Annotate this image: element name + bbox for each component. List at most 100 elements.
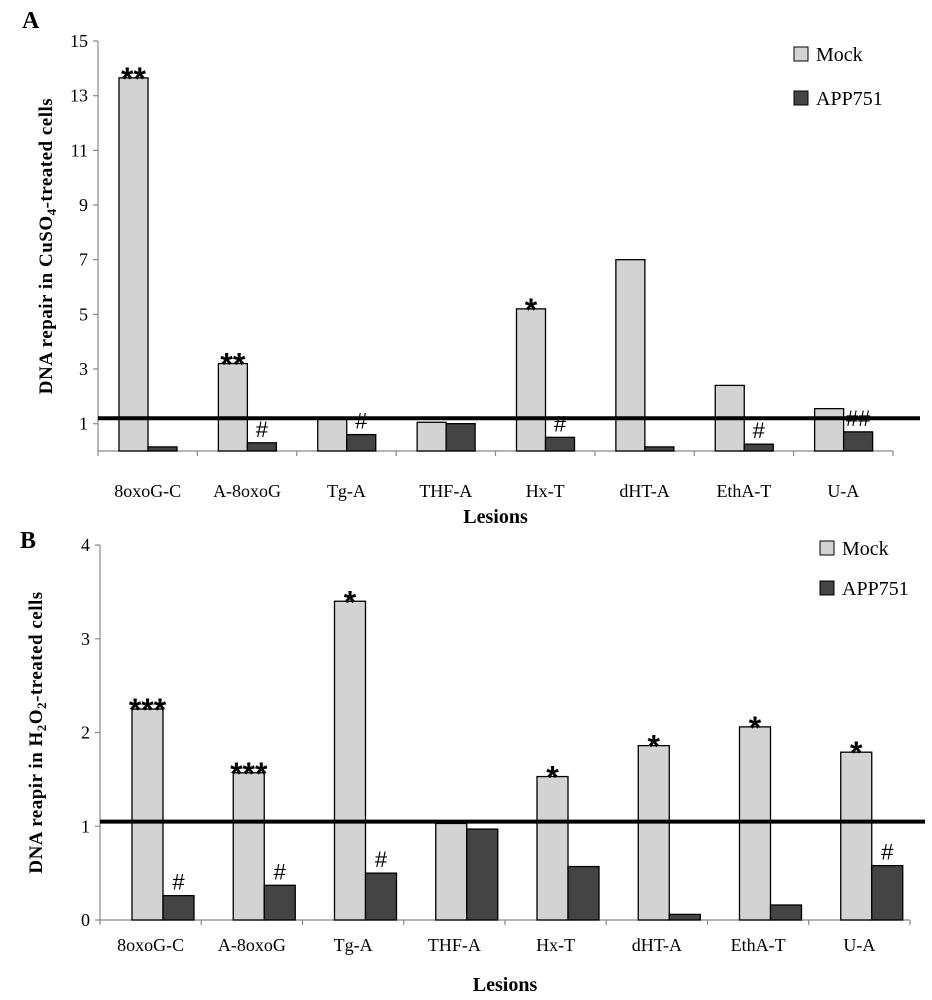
significance-label: ** xyxy=(220,347,245,383)
significance-label: * xyxy=(648,729,661,765)
y-tick-label: 7 xyxy=(79,250,88,270)
y-tick-label: 11 xyxy=(71,140,88,160)
significance-label: # xyxy=(172,870,185,895)
panel-label: A xyxy=(22,8,40,34)
significance-label: # xyxy=(256,417,269,442)
y-tick-label: 1 xyxy=(81,816,90,836)
significance-label: # xyxy=(881,840,894,865)
y-tick-label: 0 xyxy=(81,910,90,930)
x-tick-label: 8oxoG-C xyxy=(117,935,184,955)
bar-mock-dht-a xyxy=(637,744,670,921)
bar-app751-8oxog-c xyxy=(162,894,195,921)
x-tick-label: A-8oxoG xyxy=(213,481,281,501)
y-tick-label: 3 xyxy=(81,629,90,649)
bar-mock-hx-t xyxy=(515,308,547,452)
y-axis-title-subscript: 2 xyxy=(34,702,49,709)
bar-app751-thf-a xyxy=(466,828,499,921)
x-tick-label: EthA-T xyxy=(731,935,786,955)
x-tick-label: 8oxoG-C xyxy=(114,481,181,501)
significance-label: *** xyxy=(129,692,167,728)
bar-mock-tg-a xyxy=(333,600,367,921)
legend-swatch-app751 xyxy=(793,90,809,106)
x-tick-label: dHT-A xyxy=(632,935,682,955)
y-axis-title: DNA reapir in H2​O2​-treated cells xyxy=(26,591,49,873)
significance-label: * xyxy=(546,760,559,796)
x-tick-label: dHT-A xyxy=(619,481,669,501)
bar-mock-hx-t xyxy=(536,775,569,921)
bar-app751-dht-a xyxy=(644,446,675,452)
bar-app751-hx-t xyxy=(567,865,600,921)
bar-app751-8oxog-c xyxy=(147,446,178,452)
bar-app751-a-8oxog xyxy=(263,884,296,921)
y-tick-label: 15 xyxy=(70,31,88,51)
panel-label: B xyxy=(20,528,36,554)
y-tick-label: 1 xyxy=(79,414,88,434)
bar-mock-u-a xyxy=(813,407,845,452)
bar-mock-thf-a xyxy=(435,822,468,921)
bar-mock-dht-a xyxy=(615,259,646,452)
legend-label-mock: Mock xyxy=(842,538,889,560)
x-tick-label: U-A xyxy=(827,481,859,501)
y-tick-label: 2 xyxy=(81,723,90,743)
significance-label: # xyxy=(355,409,368,434)
significance-label: # xyxy=(753,418,766,443)
y-tick-label: 3 xyxy=(79,359,88,379)
bar-app751-thf-a xyxy=(445,423,476,452)
y-tick-label: 4 xyxy=(81,535,90,555)
bar-app751-etha-t xyxy=(769,904,803,921)
x-tick-label: Tg-A xyxy=(327,481,366,501)
significance-label: * xyxy=(850,735,863,771)
significance-label: # xyxy=(274,859,287,884)
bar-mock-a-8oxog xyxy=(217,362,249,452)
legend-swatch-app751 xyxy=(819,580,835,596)
significance-label: * xyxy=(525,292,538,328)
y-axis-title: DNA repair in CuSO4​-treated cells xyxy=(36,98,59,394)
x-tick-label: Hx-T xyxy=(526,481,565,501)
bar-app751-tg-a xyxy=(346,433,377,452)
legend-label-app751: APP751 xyxy=(816,88,883,110)
bar-app751-u-a xyxy=(871,864,904,921)
significance-label: # xyxy=(375,847,388,872)
bar-mock-8oxog-c xyxy=(118,77,149,452)
x-axis-title: Lesions xyxy=(473,974,538,996)
y-tick-label: 9 xyxy=(79,195,88,215)
y-tick-label: 13 xyxy=(70,86,88,106)
x-tick-label: Tg-A xyxy=(334,935,373,955)
bar-mock-a-8oxog xyxy=(232,772,265,921)
legend-label-mock: Mock xyxy=(816,44,863,66)
bar-app751-u-a xyxy=(842,431,874,452)
significance-label: # xyxy=(554,411,567,436)
x-tick-label: THF-A xyxy=(428,935,481,955)
y-axis-title-subscript: 4 xyxy=(44,208,59,215)
x-tick-label: THF-A xyxy=(419,481,472,501)
significance-label: *** xyxy=(230,756,268,792)
bar-app751-tg-a xyxy=(364,872,398,921)
bar-app751-etha-t xyxy=(743,443,774,452)
y-axis-title-subscript: 2 xyxy=(34,724,49,731)
bar-mock-u-a xyxy=(840,751,873,921)
y-axis-title-part: -treated cells xyxy=(26,591,47,702)
y-axis-title-part: O xyxy=(26,709,47,724)
bar-mock-tg-a xyxy=(317,417,348,452)
x-tick-label: A-8oxoG xyxy=(218,935,286,955)
y-axis-title-part: DNA reapir in H xyxy=(26,731,47,873)
significance-label: * xyxy=(344,584,357,620)
bar-app751-hx-t xyxy=(544,436,576,452)
x-tick-label: U-A xyxy=(843,935,875,955)
significance-label: ** xyxy=(121,61,146,97)
x-tick-label: EthA-T xyxy=(716,481,771,501)
y-axis-title-part: DNA repair in CuSO xyxy=(36,215,57,394)
x-tick-label: Hx-T xyxy=(536,935,575,955)
bar-app751-a-8oxog xyxy=(246,442,278,452)
y-tick-label: 5 xyxy=(79,304,88,324)
significance-label: * xyxy=(749,710,762,746)
x-axis-title: Lesions xyxy=(463,506,528,528)
legend-label-app751: APP751 xyxy=(842,578,909,600)
y-axis-title-part: -treated cells xyxy=(36,98,57,209)
bar-mock-thf-a xyxy=(416,421,447,452)
bar-mock-8oxog-c xyxy=(131,708,164,921)
bar-app751-dht-a xyxy=(668,913,701,921)
